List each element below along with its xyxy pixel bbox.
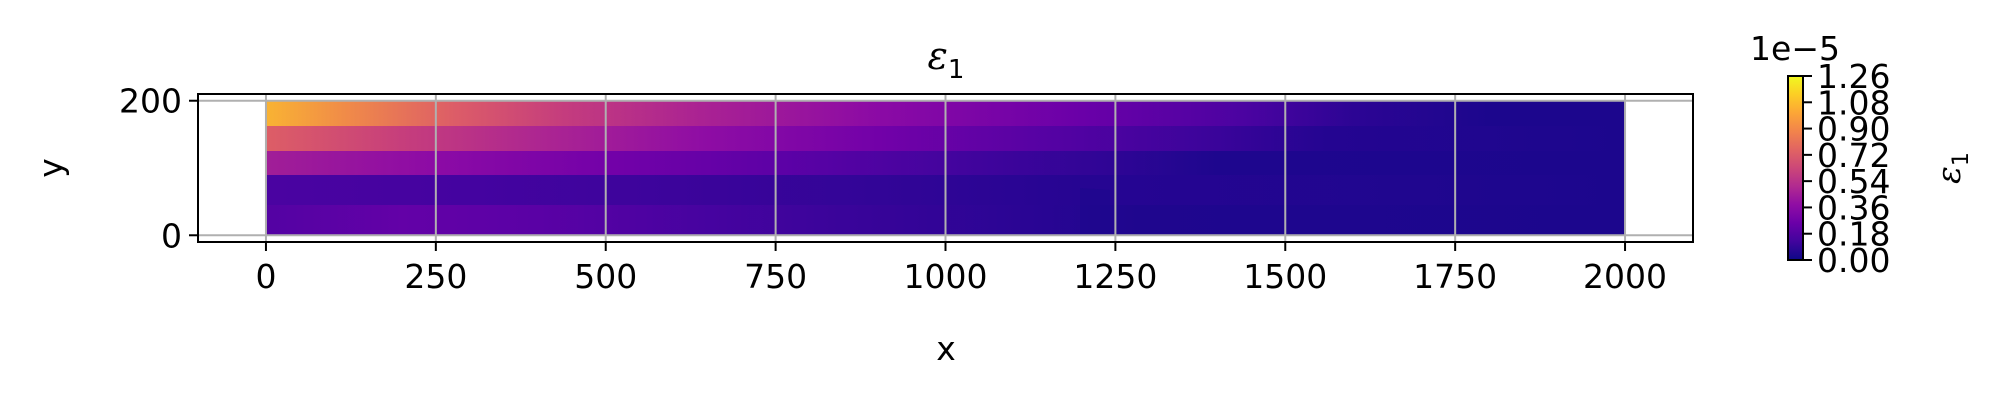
colorbar-label: ε1 [1929,152,1974,184]
colorbar [1787,75,1804,261]
x-tick-label: 1000 [904,257,988,296]
x-tick-label: 0 [255,257,276,296]
x-tick-label: 750 [744,257,807,296]
colorbar-tick-label: 0.90 [1817,110,1890,149]
x-tick-label: 250 [404,257,467,296]
colorbar-scale-label: 1e−5 [1750,29,1840,68]
x-axis-label: x [936,329,956,368]
colorbar-tick-label: 0.54 [1817,162,1890,201]
colorbar-tick-label: 0.18 [1817,215,1890,254]
colorbar-tick-label: 1.08 [1817,83,1890,122]
chart-title: ε1 [928,34,965,85]
y-axis-ticks: 0 200 [119,82,198,255]
x-tick-label: 500 [574,257,637,296]
x-tick-label: 1500 [1243,257,1327,296]
grid-lines [198,94,1693,242]
y-tick-label: 0 [161,216,182,255]
x-tick-label: 1750 [1413,257,1497,296]
colorbar-tick-label: 0.36 [1817,188,1890,227]
colorbar-ticks: 0.000.180.360.540.720.901.081.26 [1803,57,1890,280]
y-tick-label: 200 [119,82,182,121]
colorbar-tick-label: 0.72 [1817,136,1890,175]
colorbar-tick-label: 1.26 [1817,57,1890,96]
x-tick-label: 2000 [1583,257,1667,296]
y-axis-label: y [31,158,70,178]
x-tick-label: 1250 [1073,257,1157,296]
x-axis-ticks: 0 250 500 750 1000 1250 1500 1750 2000 [255,242,1667,296]
colorbar-tick-label: 0.00 [1817,241,1890,280]
